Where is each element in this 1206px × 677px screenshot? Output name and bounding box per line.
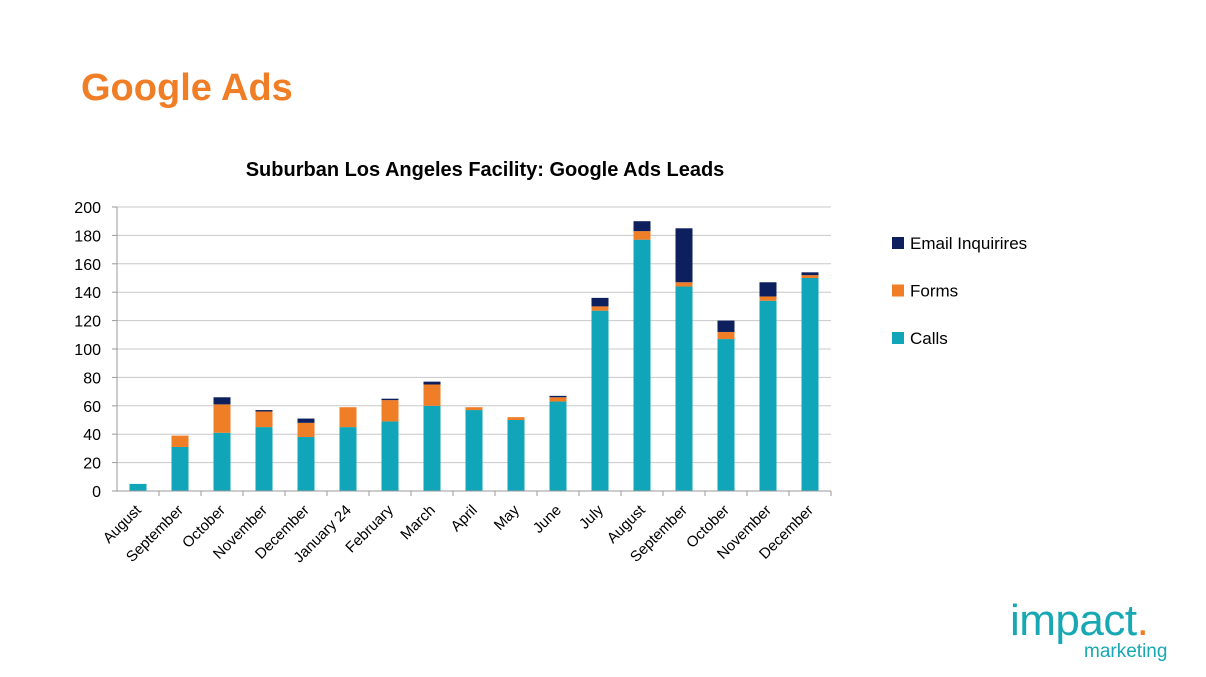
legend-swatch [892,237,904,249]
bar-segment-email-inquirires [213,397,231,405]
bar-segment-forms [297,422,315,438]
bar-segment-calls [213,432,231,491]
bar-segment-calls [297,437,315,491]
y-tick-label: 160 [74,257,101,274]
bar-segment-email-inquirires [801,272,819,276]
bar-segment-email-inquirires [423,381,441,385]
x-tick-label: July [576,501,607,532]
bar-segment-forms [717,331,735,340]
bar-segment-calls [255,427,273,491]
bar-segment-calls [339,427,357,491]
y-tick-label: 40 [83,427,101,444]
bar-segment-calls [381,421,399,491]
bar-segment-forms [759,296,777,301]
legend: Email Inquirires Forms Calls [892,234,1027,348]
bar-segment-forms [675,282,693,287]
legend-label: Forms [910,282,958,301]
x-tick-label: April [448,502,481,535]
bar-segment-forms [213,404,231,433]
x-axis: AugustSeptemberOctoberNovemberDecemberJa… [100,490,832,566]
legend-label: Email Inquirires [910,234,1027,253]
slide-title: Google Ads [81,67,293,109]
bar-segment-email-inquirires [381,398,399,401]
y-tick-label: 140 [74,285,101,302]
bar-segment-email-inquirires [591,297,609,307]
y-tick-label: 0 [92,484,101,501]
y-tick-label: 100 [74,342,101,359]
bar-segment-calls [633,239,651,491]
y-tick-label: 80 [83,370,101,387]
bar-segment-forms [507,417,525,420]
bar-segment-email-inquirires [255,410,273,412]
bar-segment-email-inquirires [633,221,651,232]
bar-segment-calls [129,483,147,491]
bar-segment-forms [591,306,609,311]
bar-segment-calls [591,310,609,491]
bar-segment-email-inquirires [717,320,735,332]
x-tick-label: June [530,502,565,537]
legend-swatch [892,284,904,297]
logo-subtitle: marketing [1084,641,1168,662]
bar-segment-forms [339,407,357,428]
bar-segment-calls [675,286,693,491]
bar-segment-forms [255,411,273,428]
impact-marketing-logo: impact. marketing [1010,598,1200,668]
bar-segment-email-inquirires [549,395,567,398]
y-tick-label: 120 [74,314,101,331]
bar-segment-forms [381,400,399,422]
x-tick-label: May [491,501,523,533]
bar-segment-calls [759,300,777,491]
legend-swatch [892,332,904,344]
bar-segment-forms [423,384,441,406]
bar-segment-email-inquirires [675,228,693,283]
bar-segment-email-inquirires [759,282,777,297]
bar-segment-forms [465,407,483,411]
logo-wordmark: impact. [1010,596,1149,645]
bar-segment-forms [801,275,819,278]
chart-title: Suburban Los Angeles Facility: Google Ad… [246,159,725,181]
bar-segment-calls [423,405,441,491]
bar-segment-forms [171,435,189,447]
y-tick-label: 200 [74,200,101,217]
bar-segment-calls [465,410,483,491]
y-axis: 0 20 40 60 80 100 120 140 160 180 200 [74,200,118,501]
bar-segment-calls [717,339,735,491]
bar-segment-calls [507,420,525,491]
bar-segment-calls [801,278,819,491]
bar-segment-calls [549,401,567,491]
bar-segment-forms [549,397,567,402]
bar-segment-calls [171,446,189,491]
y-tick-label: 60 [83,399,101,416]
legend-label: Calls [910,329,948,348]
x-tick-label: March [397,502,438,543]
bars [129,221,819,491]
y-tick-label: 180 [74,228,101,245]
bar-segment-email-inquirires [297,418,315,423]
bar-segment-forms [633,231,651,240]
y-tick-label: 20 [83,456,101,473]
